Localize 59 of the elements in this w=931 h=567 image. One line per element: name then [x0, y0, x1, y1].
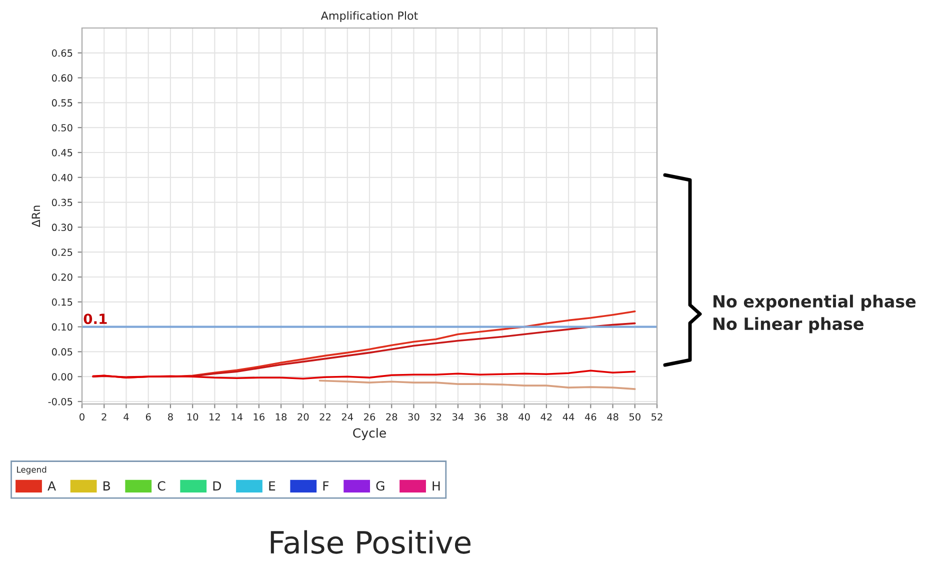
y-tick-label: 0.10 [52, 323, 72, 331]
x-axis-title: Cycle [353, 428, 386, 440]
legend-label: C [158, 481, 166, 491]
y-tick-label: 0.00 [52, 373, 72, 380]
x-tick-label: 28 [386, 413, 398, 421]
text: No exponential phase No Linear phase [714, 294, 916, 334]
x-tick-label: 26 [364, 413, 376, 421]
legend-label: H [432, 481, 440, 490]
x-tick-label: 0 [80, 413, 84, 421]
line-series [92, 370, 636, 380]
y-axis-title: ΔRn [32, 206, 40, 228]
y-tick-label: 0.25 [52, 248, 72, 256]
x-tick-label: 34 [452, 413, 464, 421]
x-tick-label: 20 [298, 413, 309, 421]
legend-label: F [323, 481, 329, 490]
legend-label: A [48, 481, 56, 490]
x-tick-label: 38 [496, 413, 508, 421]
x-tick-label: 48 [607, 413, 618, 421]
ref-line-label: 0.1 [84, 314, 107, 324]
legend-title: Legend [17, 466, 46, 474]
x-tick-label: 52 [652, 413, 662, 421]
x-tick-label: 46 [584, 413, 596, 421]
y-tick-label: 0.30 [52, 224, 72, 232]
y-tick-label: 0.40 [52, 174, 72, 182]
x-tick-label: 6 [146, 413, 151, 421]
legend-label: E [269, 481, 276, 490]
x-tick-label: 50 [629, 413, 640, 421]
y-tick-label: 0.55 [52, 99, 72, 107]
y-tick-label: -0.05 [48, 398, 72, 406]
y-tick-label: 0.45 [52, 148, 72, 156]
x-tick-label: 22 [320, 413, 330, 420]
x-tick-label: 16 [254, 413, 264, 421]
x-tick-label: 36 [474, 413, 486, 421]
x-tick-label: 30 [408, 413, 420, 421]
x-tick-label: 24 [342, 413, 354, 420]
x-tick-label: 4 [124, 413, 129, 420]
y-tick-label: 0.50 [52, 124, 72, 132]
x-tick-label: 42 [540, 413, 552, 420]
line-series [318, 380, 636, 390]
x-tick-label: 32 [430, 413, 442, 421]
x-tick-label: 14 [232, 413, 242, 420]
y-tick-label: 0.65 [52, 49, 72, 57]
chart-title: Amplification Plot [320, 11, 418, 22]
y-tick-label: 0.35 [52, 198, 72, 206]
x-tick-label: 40 [518, 413, 530, 421]
x-tick-label: 10 [187, 413, 198, 421]
y-tick-label: 0.20 [52, 273, 72, 281]
legend-label: G [376, 481, 384, 491]
legend-label: D [213, 481, 221, 490]
x-tick-label: 12 [210, 413, 220, 420]
x-tick-label: 8 [168, 413, 173, 421]
x-tick-label: 2 [102, 413, 106, 420]
x-tick-label: 44 [562, 413, 574, 420]
y-tick-label: 0.60 [52, 74, 72, 82]
x-tick-label: 18 [276, 413, 287, 421]
y-tick-label: 0.15 [52, 298, 72, 306]
text: False Positive [270, 530, 470, 554]
legend-label: B [104, 481, 110, 490]
y-tick-label: 0.05 [52, 348, 72, 356]
